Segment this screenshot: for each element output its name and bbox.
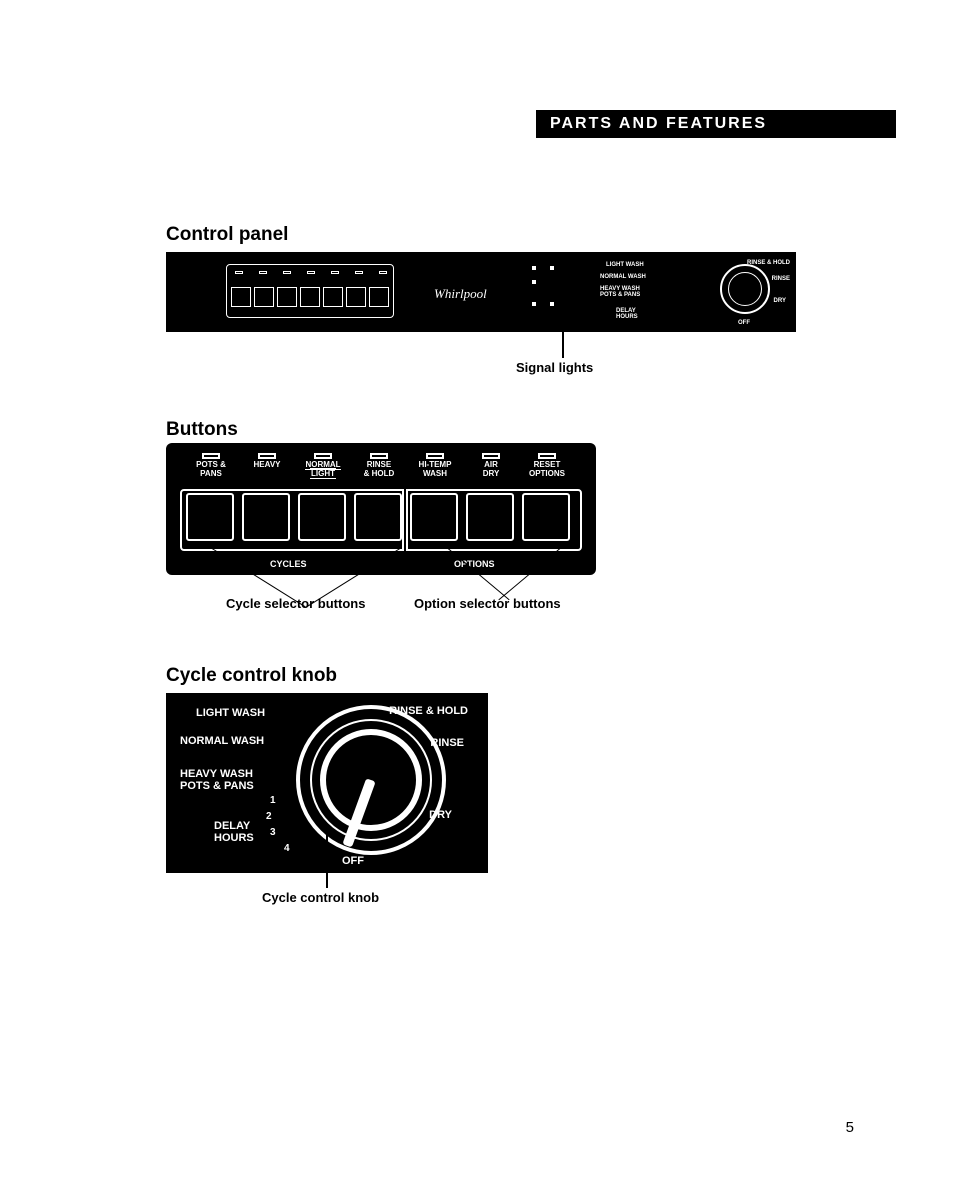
group-label-cycles: CYCLES [270, 559, 307, 569]
indicator-icon [258, 453, 276, 459]
section-banner: PARTS AND FEATURES [536, 110, 896, 138]
button-col: RINSE& HOLD [354, 453, 404, 479]
mini-label: RINSE [772, 276, 790, 282]
button-col: HI-TEMPWASH [410, 453, 460, 479]
mini-button [254, 287, 274, 307]
button-label: POTS &PANS [186, 461, 236, 479]
callout-line [562, 308, 564, 358]
callout-cycle-knob: Cycle control knob [262, 890, 379, 905]
buttons-panel: POTS &PANS HEAVY NORMALLIGHT RINSE& HOLD… [166, 443, 596, 575]
mini-button [369, 287, 389, 307]
button-label: HI-TEMPWASH [410, 461, 460, 479]
button-label: AIRDRY [466, 461, 516, 479]
group-label-options: OPTIONS [454, 559, 495, 569]
button-label: RINSE& HOLD [354, 461, 404, 479]
button-col: HEAVY [242, 453, 292, 470]
indicator-icon [426, 453, 444, 459]
divider [402, 489, 408, 551]
knob-label: NORMAL WASH [180, 735, 264, 747]
mini-label: HEAVY WASHPOTS & PANS [600, 286, 640, 298]
button-col: RESETOPTIONS [522, 453, 572, 479]
knob-num: 4 [284, 843, 290, 854]
button-col: AIRDRY [466, 453, 516, 479]
mini-button [300, 287, 320, 307]
mini-label: DELAYHOURS [616, 308, 638, 320]
knob-label: DELAYHOURS [214, 821, 254, 844]
indicator-icon [202, 453, 220, 459]
page-number: 5 [846, 1119, 854, 1136]
button-col: NORMALLIGHT [298, 453, 348, 479]
callout-option-selector: Option selector buttons [414, 596, 561, 611]
indicator-icon [314, 453, 332, 459]
callout-line [326, 832, 328, 888]
button-col: POTS &PANS [186, 453, 236, 479]
mini-indicator [283, 271, 291, 274]
mini-label: NORMAL WASH [600, 274, 646, 280]
indicator-icon [370, 453, 388, 459]
mini-button [323, 287, 343, 307]
knob-num: 1 [270, 795, 276, 806]
cycle-control-knob[interactable] [296, 705, 446, 855]
button-label: RESETOPTIONS [522, 461, 572, 479]
heading-buttons: Buttons [166, 419, 238, 441]
indicator-icon [538, 453, 556, 459]
button-label: NORMALLIGHT [298, 461, 348, 479]
mini-indicator [307, 271, 315, 274]
mini-knob [720, 264, 770, 314]
mini-button [277, 287, 297, 307]
knob-num: 3 [270, 827, 276, 838]
mini-indicator [331, 271, 339, 274]
knob-label: OFF [342, 855, 364, 867]
knob-num: 2 [266, 811, 272, 822]
button-label: HEAVY [242, 461, 292, 470]
knob-label: LIGHT WASH [196, 707, 265, 719]
mini-knob-area: LIGHT WASH NORMAL WASH HEAVY WASHPOTS & … [600, 258, 790, 326]
mini-indicator [259, 271, 267, 274]
mini-indicator [355, 271, 363, 274]
heading-knob: Cycle control knob [166, 665, 337, 687]
mini-label: LIGHT WASH [606, 262, 644, 268]
indicator-icon [482, 453, 500, 459]
mini-label: DRY [774, 298, 786, 304]
mini-label: OFF [738, 320, 750, 326]
callout-cycle-selector: Cycle selector buttons [226, 596, 365, 611]
mini-button-frame [226, 264, 394, 318]
button-frame [180, 489, 582, 551]
brand-logo: Whirlpool [434, 286, 487, 302]
mini-button [346, 287, 366, 307]
mini-button [231, 287, 251, 307]
mini-indicator [235, 271, 243, 274]
mini-indicator [379, 271, 387, 274]
callout-signal-lights: Signal lights [516, 360, 593, 375]
knob-label: HEAVY WASHPOTS & PANS [180, 769, 254, 792]
control-panel-strip: Whirlpool LIGHT WASH NORMAL WASH HEAVY W… [166, 252, 796, 332]
heading-control-panel: Control panel [166, 224, 288, 246]
